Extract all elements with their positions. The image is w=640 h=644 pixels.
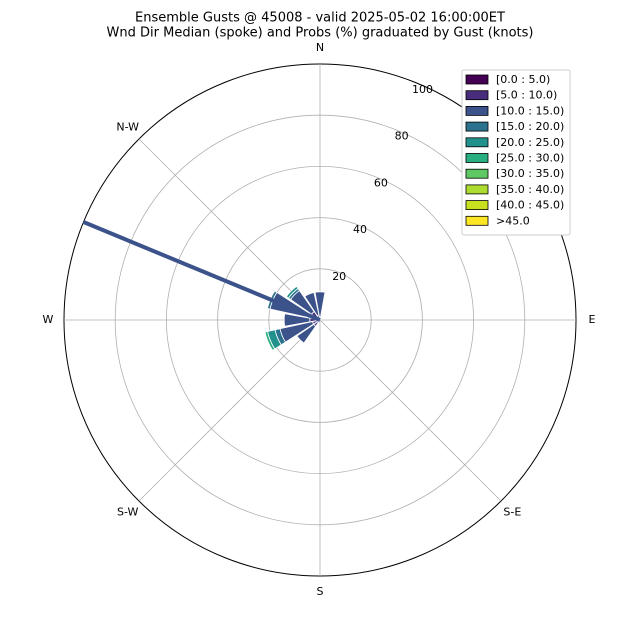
wedge (314, 291, 326, 318)
legend-label: [35.0 : 40.0) (496, 183, 564, 196)
legend-label: >45.0 (496, 214, 530, 227)
wedge (304, 292, 320, 317)
wedge (264, 331, 276, 351)
legend-swatch (465, 168, 489, 179)
r-tick-label: 40 (353, 223, 367, 236)
angular-grid-line (319, 319, 502, 502)
legend-label: [10.0 : 15.0) (496, 104, 564, 117)
chart-subtitle: Wnd Dir Median (spoke) and Probs (%) gra… (107, 26, 534, 41)
legend-label: [40.0 : 45.0) (496, 199, 564, 212)
direction-label: N-W (116, 121, 139, 134)
legend-label: [20.0 : 25.0) (496, 136, 564, 149)
legend-swatch (465, 200, 489, 211)
angular-grid-line (138, 319, 321, 502)
r-tick-label: 80 (395, 130, 409, 143)
legend-swatch (465, 106, 489, 116)
direction-label: W (43, 313, 54, 326)
legend-swatch (465, 184, 489, 195)
r-tick-label: 20 (332, 270, 346, 283)
wedge (285, 285, 299, 299)
direction-label: S (317, 585, 324, 598)
legend-label: [0.0 : 5.0) (496, 73, 550, 86)
wedge (296, 323, 317, 344)
legend-label: [15.0 : 20.0) (496, 120, 564, 133)
legend-swatch (465, 74, 489, 85)
median-spoke (82, 220, 321, 322)
legend-box (461, 69, 571, 236)
r-tick-label: 100 (412, 83, 433, 96)
legend-swatch (465, 121, 489, 132)
legend-swatch (465, 215, 489, 226)
legend-swatch (465, 137, 489, 148)
direction-label: S-W (117, 505, 139, 518)
legend-label: [30.0 : 35.0) (496, 167, 564, 180)
legend-label: [5.0 : 10.0) (496, 89, 557, 102)
legend-swatch (465, 90, 489, 101)
direction-label: E (589, 313, 596, 326)
r-tick-label: 60 (374, 176, 388, 189)
direction-label: N (316, 41, 324, 54)
angular-grid-line (138, 138, 321, 321)
legend-swatch (465, 153, 489, 163)
direction-label: S-E (503, 505, 521, 518)
legend-label: [25.0 : 30.0) (496, 152, 564, 165)
chart-title: Ensemble Gusts @ 45008 - valid 2025-05-0… (135, 11, 505, 26)
wedge (283, 313, 311, 327)
